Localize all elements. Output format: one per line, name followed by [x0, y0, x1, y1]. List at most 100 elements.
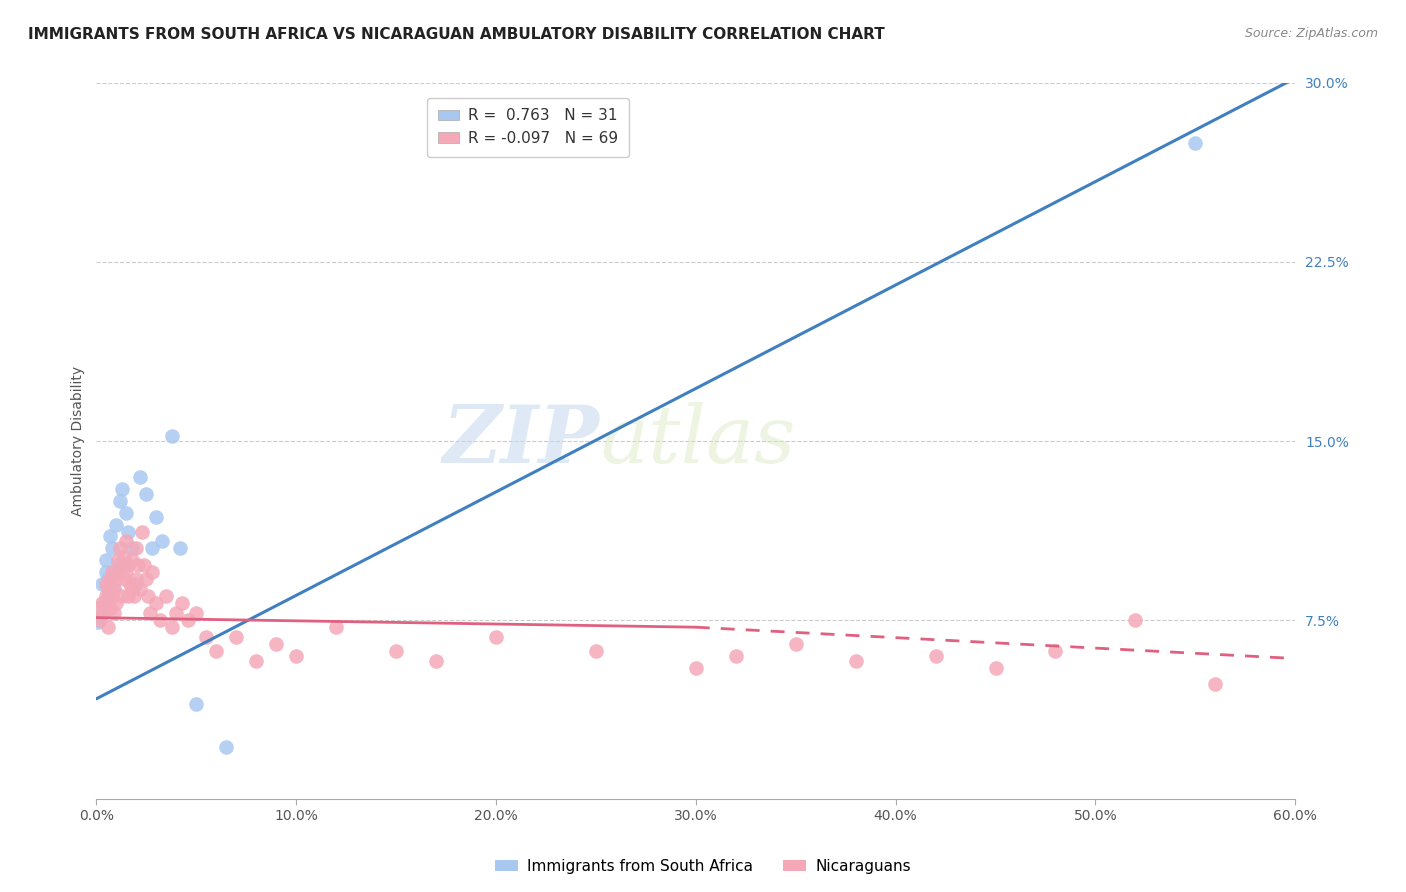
Point	[125, 577, 148, 591]
Point	[145, 596, 167, 610]
Point	[101, 589, 124, 603]
Point	[97, 573, 120, 587]
Point	[105, 566, 128, 580]
Point	[177, 613, 200, 627]
Point	[724, 648, 747, 663]
Point	[96, 553, 118, 567]
Point	[105, 596, 128, 610]
Point	[131, 524, 153, 539]
Point	[385, 644, 408, 658]
Point	[845, 654, 868, 668]
Point	[97, 582, 120, 596]
Point	[141, 566, 163, 580]
Point	[585, 644, 607, 658]
Point	[101, 566, 124, 580]
Point	[225, 630, 247, 644]
Point	[425, 654, 447, 668]
Point	[1184, 136, 1206, 150]
Point	[110, 541, 132, 556]
Point	[98, 573, 121, 587]
Point	[103, 582, 125, 596]
Text: ZIP: ZIP	[443, 402, 600, 480]
Point	[117, 589, 139, 603]
Point	[139, 606, 162, 620]
Point	[984, 661, 1007, 675]
Point	[87, 615, 110, 630]
Point	[121, 541, 143, 556]
Point	[685, 661, 707, 675]
Point	[96, 589, 118, 603]
Point	[97, 620, 120, 634]
Point	[115, 534, 138, 549]
Text: IMMIGRANTS FROM SOUTH AFRICA VS NICARAGUAN AMBULATORY DISABILITY CORRELATION CHA: IMMIGRANTS FROM SOUTH AFRICA VS NICARAGU…	[28, 27, 884, 42]
Point	[115, 506, 138, 520]
Point	[136, 589, 159, 603]
Point	[117, 524, 139, 539]
Point	[162, 620, 184, 634]
Point	[150, 534, 173, 549]
Point	[105, 573, 128, 587]
Point	[129, 582, 152, 596]
Point	[110, 493, 132, 508]
Point	[135, 486, 157, 500]
Point	[107, 553, 129, 567]
Point	[112, 558, 135, 573]
Point	[98, 529, 121, 543]
Point	[245, 654, 267, 668]
Point	[96, 577, 118, 591]
Point	[105, 517, 128, 532]
Point	[172, 596, 194, 610]
Point	[205, 644, 228, 658]
Point	[107, 566, 129, 580]
Point	[165, 606, 187, 620]
Point	[129, 470, 152, 484]
Point	[186, 606, 208, 620]
Point	[117, 558, 139, 573]
Point	[485, 630, 508, 644]
Point	[186, 697, 208, 711]
Text: atlas: atlas	[600, 402, 796, 480]
Point	[120, 577, 142, 591]
Point	[1045, 644, 1067, 658]
Point	[101, 541, 124, 556]
Point	[112, 549, 135, 563]
Point	[127, 558, 149, 573]
Point	[134, 558, 156, 573]
Point	[91, 596, 114, 610]
Point	[155, 589, 177, 603]
Point	[141, 541, 163, 556]
Point	[121, 553, 143, 567]
Text: Source: ZipAtlas.com: Source: ZipAtlas.com	[1244, 27, 1378, 40]
Point	[98, 601, 121, 615]
Point	[89, 608, 111, 623]
Point	[103, 582, 125, 596]
Point	[111, 589, 134, 603]
Point	[93, 606, 115, 620]
Point	[124, 589, 146, 603]
Point	[89, 613, 111, 627]
Point	[107, 558, 129, 573]
Point	[111, 482, 134, 496]
Y-axis label: Ambulatory Disability: Ambulatory Disability	[72, 366, 86, 516]
Point	[195, 630, 218, 644]
Point	[264, 637, 287, 651]
Point	[145, 510, 167, 524]
Legend: R =  0.763   N = 31, R = -0.097   N = 69: R = 0.763 N = 31, R = -0.097 N = 69	[427, 98, 628, 157]
Point	[162, 429, 184, 443]
Point	[96, 566, 118, 580]
Point	[125, 541, 148, 556]
Point	[97, 589, 120, 603]
Point	[785, 637, 807, 651]
Point	[215, 739, 238, 754]
Point	[135, 573, 157, 587]
Point	[121, 582, 143, 596]
Point	[325, 620, 347, 634]
Point	[111, 558, 134, 573]
Point	[112, 573, 135, 587]
Point	[285, 648, 308, 663]
Legend: Immigrants from South Africa, Nicaraguans: Immigrants from South Africa, Nicaraguan…	[489, 853, 917, 880]
Point	[149, 613, 172, 627]
Point	[87, 601, 110, 615]
Point	[115, 566, 138, 580]
Point	[103, 606, 125, 620]
